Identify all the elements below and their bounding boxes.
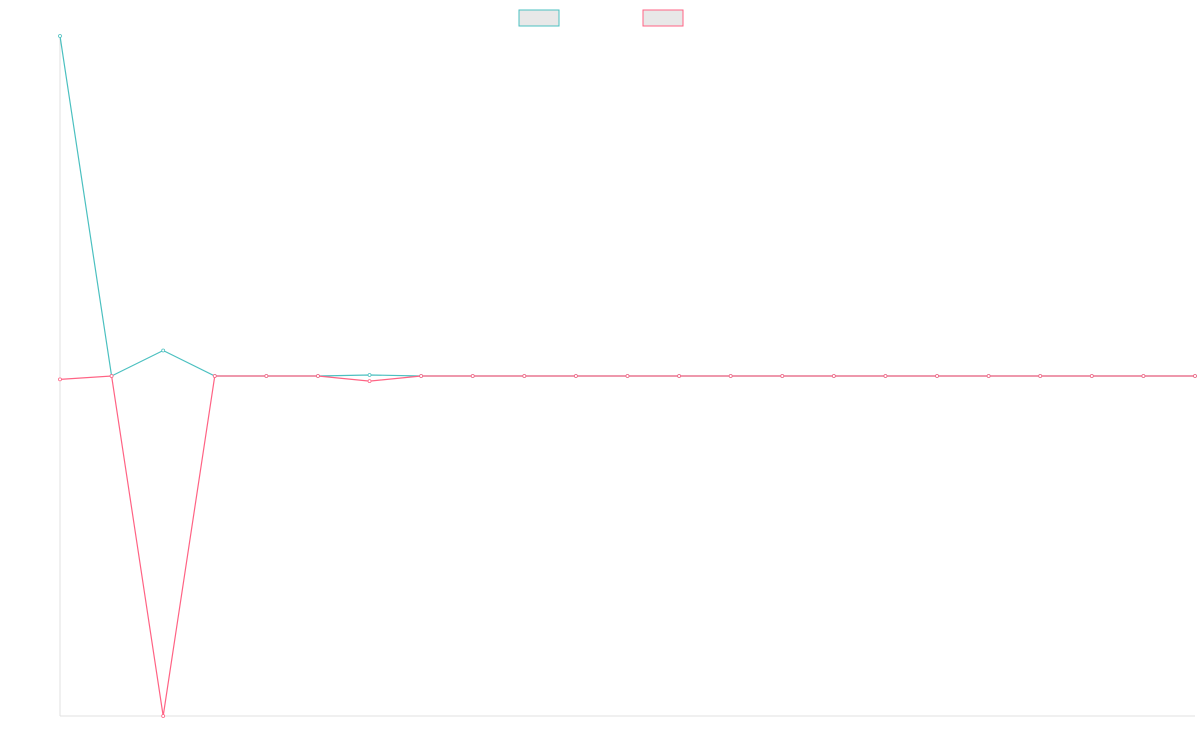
series-2-point xyxy=(264,374,269,378)
series-2-point xyxy=(728,374,733,378)
series-2-point xyxy=(109,374,114,378)
series-2-point xyxy=(212,374,217,378)
series-2-point xyxy=(935,374,939,378)
series-2-point xyxy=(470,374,475,378)
series-2-point xyxy=(625,374,630,378)
series-2-point xyxy=(367,379,372,384)
series-2-point xyxy=(1038,374,1043,378)
series-1-point xyxy=(58,34,62,38)
series-2-point xyxy=(986,374,991,378)
series-2-point xyxy=(1141,374,1146,378)
legend[interactable] xyxy=(518,9,684,27)
series-2-point xyxy=(831,374,836,378)
series-2-point xyxy=(1193,374,1197,378)
series-line-2 xyxy=(59,375,1195,717)
legend-swatch-2[interactable] xyxy=(642,9,684,27)
series-line-1 xyxy=(59,35,1195,377)
series-1-point xyxy=(161,348,166,353)
series-layer xyxy=(58,34,1197,718)
series-2-point xyxy=(780,374,785,378)
series-2-point xyxy=(1089,374,1094,378)
series-2-point xyxy=(574,374,578,378)
series-2-point xyxy=(677,374,681,378)
series-2-point xyxy=(316,374,320,378)
legend-swatch-1[interactable] xyxy=(518,9,560,27)
series-2-point xyxy=(522,374,527,378)
series-2-point xyxy=(58,377,62,382)
axes xyxy=(59,36,1195,717)
series-1-point xyxy=(367,373,372,377)
series-2-point xyxy=(161,714,166,718)
series-2-point xyxy=(883,374,888,378)
series-2-point xyxy=(419,374,424,378)
